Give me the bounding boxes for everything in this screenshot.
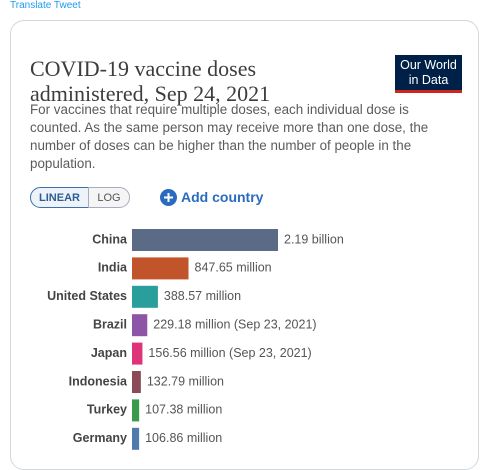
value-label: 156.56 million (Sep 23, 2021) (148, 346, 311, 360)
chart-title: COVID-19 vaccine doses administered, Sep… (30, 56, 271, 106)
bar (132, 399, 140, 422)
category-label: India (98, 261, 128, 275)
category-label: Indonesia (69, 374, 128, 388)
category-label: Brazil (93, 317, 127, 331)
bar (132, 257, 189, 280)
category-label: Japan (91, 346, 127, 360)
value-label: 132.79 million (147, 374, 224, 388)
translate-link[interactable]: Translate Tweet (10, 0, 81, 11)
value-label: 388.57 million (164, 289, 241, 303)
bar (132, 371, 141, 393)
value-label: 229.18 million (Sep 23, 2021) (153, 317, 316, 331)
linear-button[interactable]: LINEAR (30, 187, 89, 208)
bar (132, 427, 140, 450)
value-label: 107.38 million (145, 403, 222, 417)
page: {"tweet": {"translate": "Translate Tweet… (10, 0, 479, 470)
add-country-label: Add country (181, 189, 264, 205)
value-label: 847.65 million (195, 261, 272, 275)
add-country-button[interactable]: Add country (160, 187, 263, 207)
bar (132, 285, 158, 308)
value-label: 106.86 million (145, 431, 222, 445)
bar (132, 229, 278, 251)
logo: Our World in Data (395, 55, 462, 93)
category-label: Turkey (87, 403, 127, 417)
category-label: United States (47, 289, 127, 303)
category-label: Germany (73, 431, 127, 445)
bar (132, 314, 148, 337)
bar (132, 342, 143, 365)
value-label: 2.19 billion (284, 232, 344, 246)
plus-icon (160, 188, 177, 206)
chart-subtitle: For vaccines that require multiple doses… (30, 102, 429, 171)
chart: China 2.19 billion India 847.65 million Unit… (47, 229, 344, 450)
log-button[interactable]: LOG (88, 187, 130, 208)
category-label: China (92, 232, 128, 246)
